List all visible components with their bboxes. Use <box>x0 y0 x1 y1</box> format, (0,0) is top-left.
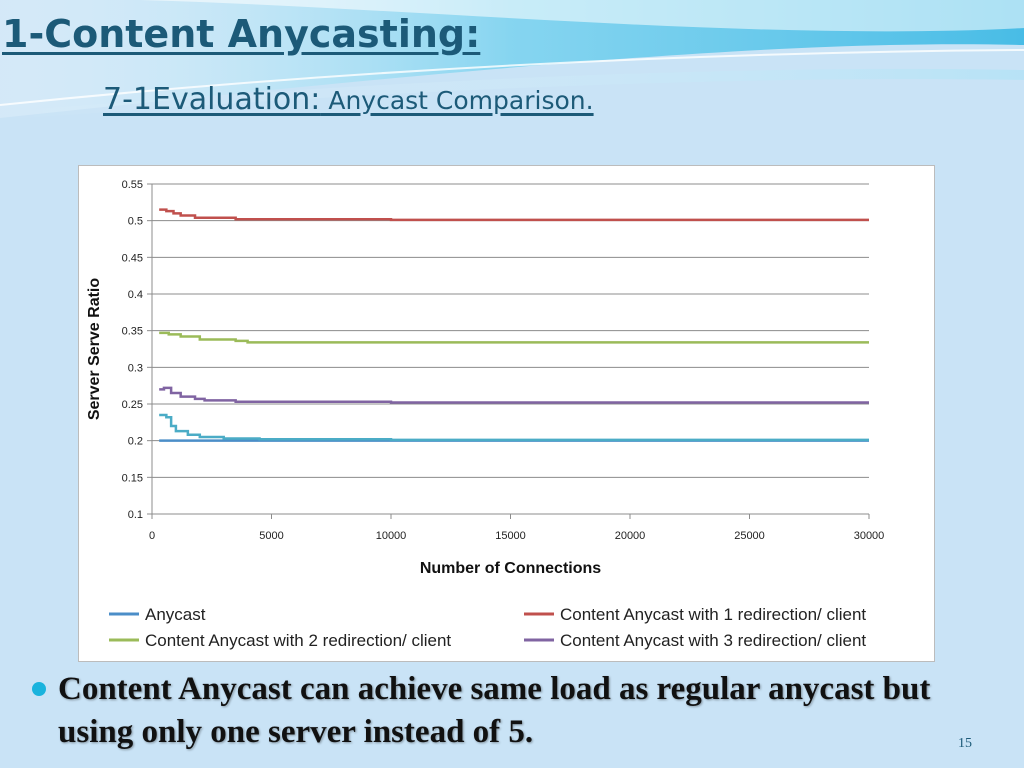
chart-legend: Anycast Content Anycast with 1 redirectio… <box>109 605 866 650</box>
axes <box>147 183 870 519</box>
x-tick-label: 15000 <box>495 530 526 542</box>
legend-label: Content Anycast with 2 redirection/ clie… <box>145 631 451 650</box>
legend-label: Anycast <box>145 605 206 624</box>
line-chart: 0.1 0.15 0.2 0.25 0.3 0.35 0.4 0.45 0.5 0.55 0 5000… <box>86 179 884 650</box>
y-tick-label: 0.4 <box>128 289 143 301</box>
legend-label: Content Anycast with 1 redirection/ clie… <box>560 605 866 624</box>
bullet-text: Content Anycast can achieve same load as… <box>58 671 931 750</box>
series-line-5 <box>159 413 869 442</box>
page-number: 15 <box>958 736 972 751</box>
chart-container: 0.1 0.15 0.2 0.25 0.3 0.35 0.4 0.45 0.5 0.55 0 5000… <box>78 165 935 662</box>
y-tick-label: 0.35 <box>122 326 143 338</box>
gridlines <box>152 183 869 515</box>
x-tick-label: 20000 <box>615 530 646 542</box>
y-tick-label: 0.55 <box>122 179 143 191</box>
x-tick-label: 25000 <box>734 530 765 542</box>
y-tick-label: 0.2 <box>128 436 143 448</box>
slide-subtitle: 7-1Evaluation: Anycast Comparison. <box>103 82 594 117</box>
y-tick-label: 0.45 <box>122 252 143 264</box>
series-line-3 <box>159 331 869 344</box>
x-tick-label: 0 <box>149 530 155 542</box>
y-tick-label: 0.5 <box>128 216 143 228</box>
x-axis-title: Number of Connections <box>420 560 601 577</box>
y-tick-label: 0.1 <box>128 509 143 521</box>
subtitle-rest: Anycast Comparison. <box>320 86 594 115</box>
x-tick-label: 5000 <box>259 530 283 542</box>
y-axis-title: Server Serve Ratio <box>86 278 103 421</box>
slide-title: 1-Content Anycasting: <box>2 12 481 56</box>
x-tick-label: 10000 <box>376 530 407 542</box>
subtitle-main: 7-1Evaluation: <box>103 82 321 117</box>
y-tick-label: 0.3 <box>128 362 143 374</box>
series-line-4 <box>159 386 869 404</box>
axis-labels: 0.1 0.15 0.2 0.25 0.3 0.35 0.4 0.45 0.5 0.55 0 5000… <box>86 179 884 577</box>
series-line-2 <box>159 208 869 222</box>
y-tick-label: 0.25 <box>122 399 143 411</box>
y-tick-label: 0.15 <box>122 472 143 484</box>
x-tick-label: 30000 <box>854 530 885 542</box>
legend-label: Content Anycast with 3 redirection/ clie… <box>560 631 866 650</box>
bullet-icon <box>32 682 46 696</box>
series-lines <box>159 208 869 442</box>
